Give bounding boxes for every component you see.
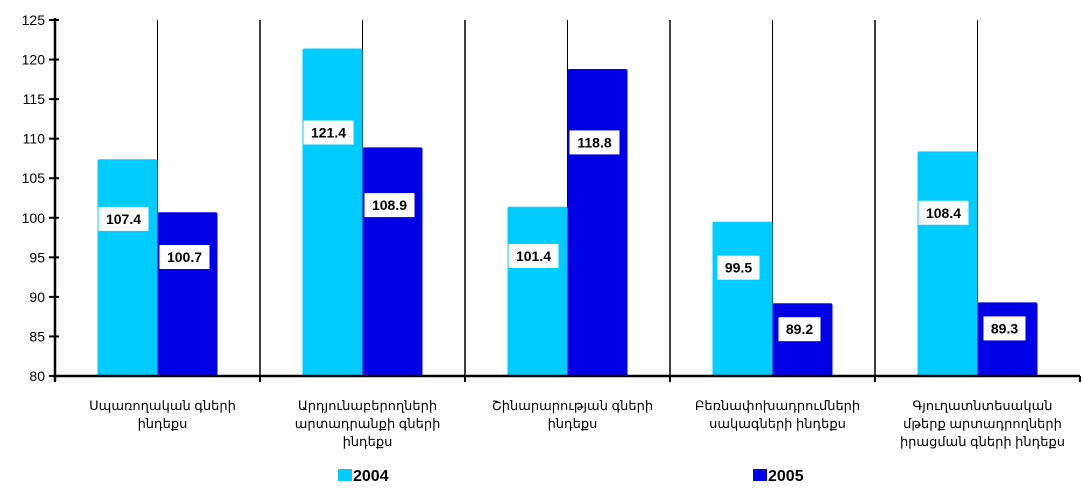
category-label-1-line-2: ինդեքս: [138, 416, 188, 431]
y-tick-label-115: 115: [23, 91, 46, 107]
axes: [53, 18, 1081, 382]
data-label-2004-1: 107.4: [106, 211, 141, 227]
data-label-box-2005-4: [778, 317, 821, 342]
data-label-2005-1: 100.7: [167, 249, 202, 265]
y-axis-ticks: 80 85 90 95 100 105 110 115 120 125: [22, 12, 59, 384]
data-label-box-2004-4: [717, 255, 760, 280]
bar-2005-2: [362, 147, 423, 376]
category-label-5-line-3: իրացման գների ինդեքս: [900, 434, 1065, 449]
category-label-2-line-2: արտադրանքի գների: [295, 416, 441, 431]
data-label-box-2005-2: [364, 193, 415, 218]
y-tick-label-95: 95: [29, 249, 45, 265]
data-label-box-2004-5: [918, 200, 969, 225]
data-label-box-2005-1: [159, 244, 210, 269]
category-label-3-line-1: Շինարարության գների: [492, 398, 653, 413]
y-tick-label-80: 80: [29, 368, 45, 384]
data-labels: 107.4 100.7 121.4 108.9 101.4 118.8 99.5 89.2 10…: [98, 120, 1026, 342]
y-tick-label-120: 120: [22, 52, 46, 68]
legend-label-2005: 2005: [768, 468, 804, 485]
legend-swatch-2004: [338, 469, 352, 481]
bar-2004-2: [302, 48, 363, 376]
category-label-5-line-2: մթերք արտադրողների: [903, 416, 1062, 431]
y-tick-label-110: 110: [23, 131, 46, 147]
category-label-5-line-1: Գյուղատնտեսական: [913, 398, 1053, 413]
category-label-4-line-1: Բեռնափոխադրումների: [695, 398, 860, 413]
category-label-2-line-3: ինդեքս: [343, 434, 393, 449]
y-tick-label-125: 125: [22, 12, 46, 28]
legend-swatch-2005: [753, 469, 767, 481]
category-label-3-line-2: ինդեքս: [548, 416, 598, 431]
data-label-2005-2: 108.9: [372, 197, 407, 213]
category-labels: Սպառողական գների ինդեքս Արդյունաբերողների ա…: [89, 398, 1065, 449]
bar-2004-3: [507, 206, 568, 376]
bar-2004-4: [712, 221, 773, 376]
data-label-2004-4: 99.5: [725, 260, 752, 276]
category-label-4-line-2: սակագների ինդեքս: [709, 416, 846, 431]
y-tick-label-90: 90: [29, 289, 45, 305]
bar-2004-1: [97, 159, 158, 376]
legend-label-2004: 2004: [353, 468, 389, 485]
data-label-box-2004-3: [508, 243, 559, 268]
bar-2004-5: [917, 151, 978, 376]
y-tick-label-100: 100: [22, 210, 46, 226]
data-label-2005-3: 118.8: [577, 134, 611, 150]
legend: 2004 2005: [338, 468, 804, 485]
bar-2005-3: [567, 69, 628, 376]
data-label-box-2004-1: [98, 206, 149, 231]
data-label-2005-5: 89.3: [991, 320, 1018, 336]
bar-2005-1: [157, 212, 218, 376]
data-label-2004-3: 101.4: [516, 248, 551, 264]
category-label-2-line-1: Արդյունաբերողների: [298, 398, 437, 413]
data-label-2005-4: 89.2: [786, 321, 813, 337]
y-tick-label-105: 105: [22, 170, 46, 186]
y-tick-label-85: 85: [29, 328, 45, 344]
data-label-2004-5: 108.4: [926, 205, 961, 221]
bars: [97, 48, 1038, 376]
category-label-1-line-1: Սպառողական գների: [89, 398, 236, 413]
data-label-box-2005-3: [569, 130, 620, 155]
data-label-2004-2: 121.4: [311, 125, 346, 141]
data-label-box-2005-5: [983, 316, 1026, 341]
data-label-box-2004-2: [303, 120, 354, 145]
